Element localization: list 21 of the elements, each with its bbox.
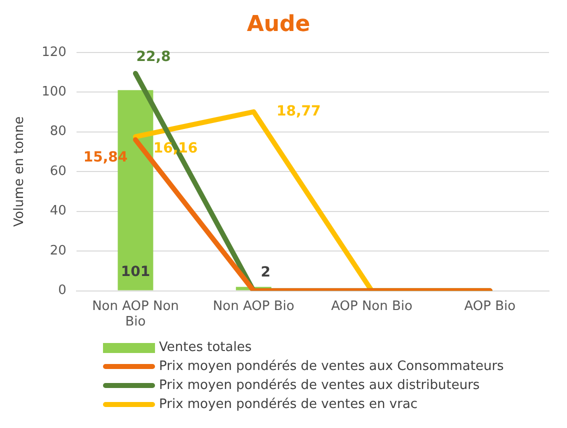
chart-title: Aude [246, 12, 310, 37]
x-tick-label: AOP Bio [464, 298, 516, 314]
y-axis-title: Volume en tonne [12, 116, 28, 227]
x-tick-label: Non AOP Non Bio [92, 298, 179, 330]
x-tick-label: Non AOP Bio [212, 298, 294, 314]
y-tick-label: 0 [58, 283, 66, 298]
y-tick-label: 60 [50, 164, 66, 179]
data-label: 18,77 [276, 103, 321, 120]
x-tick-label: AOP Non Bio [331, 298, 413, 314]
y-tick-label: 40 [50, 204, 66, 219]
legend-label: Prix moyen pondérés de ventes aux distributeurs [159, 377, 480, 395]
legend-label: Prix moyen pondérés de ventes en vrac [159, 396, 418, 414]
y-tick-label: 20 [50, 243, 66, 258]
data-label: 22,8 [136, 49, 171, 66]
y-tick-label: 120 [42, 44, 66, 60]
data-label: 101 [120, 264, 150, 280]
legend-label: Prix moyen pondérés de ventes aux Consommateurs [159, 358, 504, 376]
y-tick-label: 100 [42, 84, 66, 100]
legend-label: Ventes totales [159, 339, 252, 357]
y-tick-label: 80 [50, 124, 66, 140]
data-label: 2 [260, 264, 271, 280]
